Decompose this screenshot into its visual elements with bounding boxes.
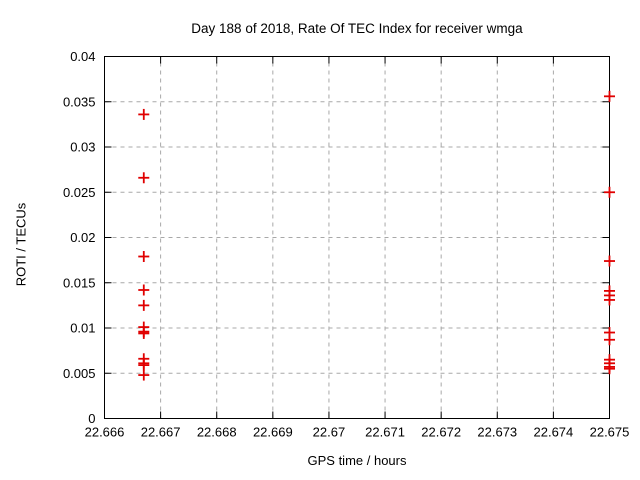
y-tick-label: 0.02 [70,230,95,245]
y-tick-label: 0.025 [63,185,96,200]
y-tick-label: 0.01 [70,321,95,336]
y-tick-label: 0.03 [70,140,95,155]
x-tick-label: 22.67 [313,425,346,440]
x-tick-label: 22.673 [477,425,517,440]
y-tick-label: 0.005 [63,366,96,381]
chart-title: Day 188 of 2018, Rate Of TEC Index for r… [191,21,523,36]
y-tick-label: 0 [88,411,95,426]
x-tick-label: 22.672 [421,425,461,440]
x-tick-label: 22.666 [85,425,125,440]
x-tick-label: 22.668 [197,425,237,440]
x-tick-label: 22.667 [141,425,181,440]
x-tick-label: 22.671 [365,425,405,440]
x-tick-label: 22.674 [534,425,574,440]
y-tick-label: 0.04 [70,49,95,64]
x-axis-label: GPS time / hours [307,453,407,468]
x-tick-label: 22.675 [590,425,630,440]
plot-border [104,56,610,419]
y-tick-label: 0.035 [63,94,96,109]
x-tick-label: 22.669 [253,425,293,440]
y-tick-label: 0.015 [63,275,96,290]
